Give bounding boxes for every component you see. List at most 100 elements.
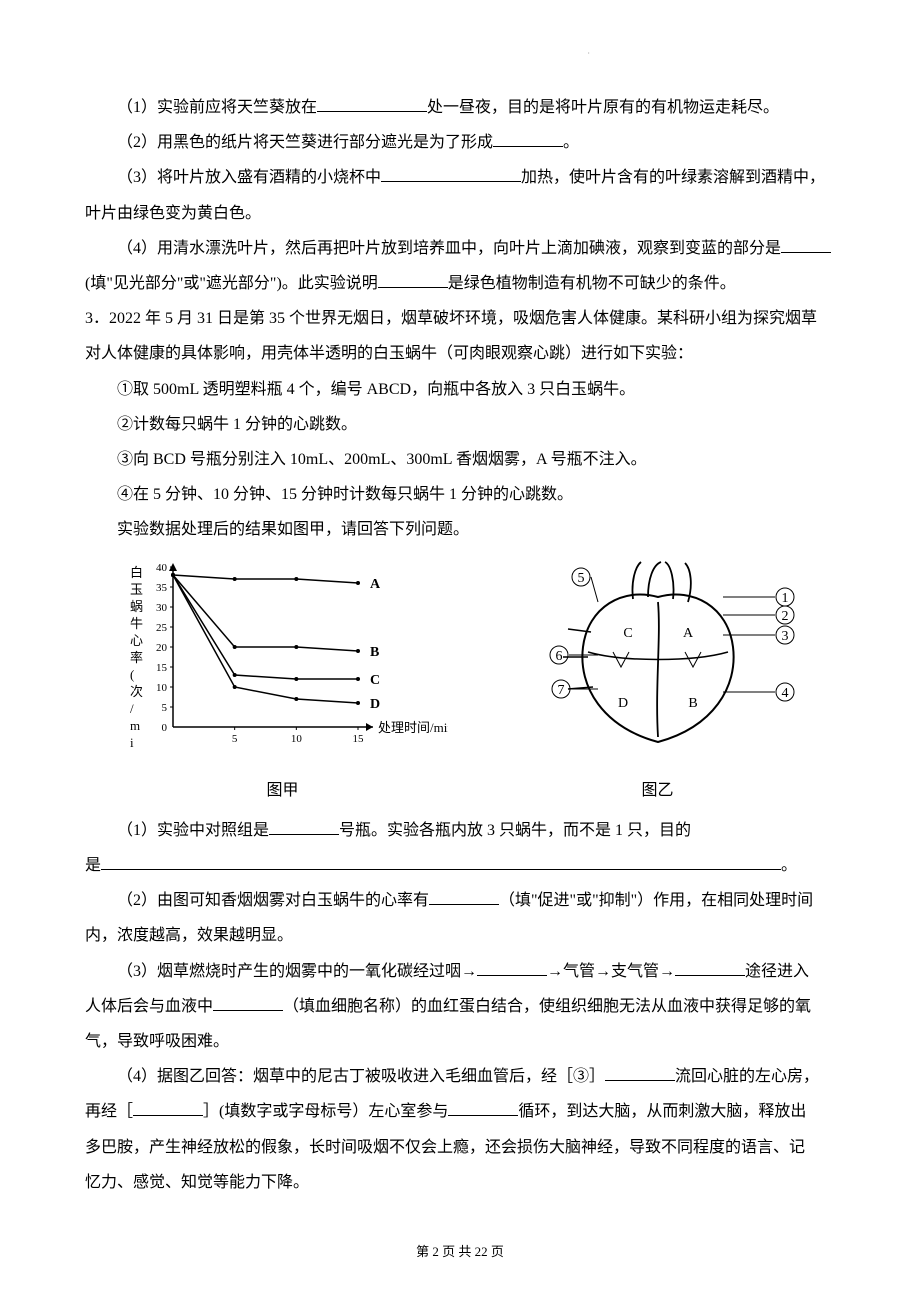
sq1-c: 是	[85, 857, 101, 874]
svg-text:牛: 牛	[130, 616, 143, 631]
svg-text:35: 35	[156, 582, 168, 594]
question-1-3-cont: 叶片由绿色变为黄白色。	[85, 196, 835, 231]
blank-sq3a	[477, 956, 547, 975]
svg-text:5: 5	[231, 733, 237, 745]
svg-text:D: D	[370, 697, 380, 712]
sq1-b: 号瓶。实验各瓶内放 3 只蜗牛，而不是 1 只，目的	[339, 822, 691, 839]
q4-text-c: 是绿色植物制造有机物不可缺少的条件。	[448, 275, 736, 292]
svg-text:0: 0	[161, 722, 167, 734]
svg-text:次: 次	[130, 684, 143, 699]
blank-1-1	[317, 93, 427, 112]
line-chart: 白玉蜗牛心率(次/min)510152025303540051015处理时间/m…	[118, 557, 448, 757]
figure-1-caption: 图甲	[118, 773, 448, 808]
svg-text:10: 10	[156, 682, 168, 694]
svg-text:蜗: 蜗	[130, 599, 143, 614]
svg-text:3: 3	[781, 629, 788, 644]
sub-q2-cont: 内，浓度越高，效果越明显。	[85, 918, 835, 953]
svg-text:5: 5	[577, 571, 584, 586]
sub-q3-cont: 人体后会与血液中 （填血细胞名称）的血红蛋白结合，使组织细胞无法从血液中获得足够的…	[85, 989, 835, 1024]
blank-1-2	[493, 128, 563, 147]
heart-diagram: 1234567ABCD	[513, 557, 803, 757]
sub-q4-cont: 再经［ ］(填数字或字母标号）左心室参与 循环，到达大脑，从而刺激大脑，释放出	[85, 1094, 835, 1129]
question-1-4-cont: (填"见光部分"或"遮光部分")。此实验说明 是绿色植物制造有机物不可缺少的条件。	[85, 266, 835, 301]
svg-text:10: 10	[290, 733, 302, 745]
sq1-a: （1）实验中对照组是	[117, 822, 269, 839]
svg-text:5: 5	[161, 702, 167, 714]
svg-text:15: 15	[352, 733, 364, 745]
q1-text-b: 处一昼夜，目的是将叶片原有的有机物运走耗尽。	[427, 99, 779, 116]
svg-text:40: 40	[156, 562, 168, 574]
svg-text:处理时间/min: 处理时间/min	[378, 720, 448, 735]
blank-1-4b	[378, 269, 448, 288]
svg-text:20: 20	[156, 642, 168, 654]
svg-text:7: 7	[557, 683, 564, 698]
blank-sq3b	[675, 956, 745, 975]
sq3-d: 人体后会与血液中	[85, 998, 213, 1015]
svg-text:30: 30	[156, 602, 168, 614]
blank-sq2	[429, 886, 499, 905]
blank-sq4b	[133, 1097, 203, 1116]
svg-text:2: 2	[781, 609, 788, 624]
figures-row: 白玉蜗牛心率(次/min)510152025303540051015处理时间/m…	[85, 557, 835, 807]
blank-1-3	[381, 163, 521, 182]
svg-text:A: A	[682, 626, 693, 641]
sq3-c: 途径进入	[745, 963, 809, 980]
svg-text:25: 25	[156, 622, 168, 634]
blank-sq1a	[269, 816, 339, 835]
blank-sq3c	[213, 992, 283, 1011]
q4-text-a: （4）用清水漂洗叶片，然后再把叶片放到培养皿中，向叶片上滴加碘液，观察到变蓝的部…	[117, 240, 781, 257]
q4-text-b: (填"见光部分"或"遮光部分")。此实验说明	[85, 275, 378, 292]
sq2-b: （填"促进"或"抑制"）作用，在相同处理时间	[499, 892, 813, 909]
sq4-b: 流回心脏的左心房，	[675, 1068, 819, 1085]
page-footer: 第 2 页 共 22 页	[0, 1238, 920, 1267]
sq4-e: 循环，到达大脑，从而刺激大脑，释放出	[518, 1103, 806, 1120]
svg-text:6: 6	[555, 649, 562, 664]
svg-text:A: A	[370, 577, 381, 592]
sub-q1: （1）实验中对照组是 号瓶。实验各瓶内放 3 只蜗牛，而不是 1 只，目的	[85, 813, 835, 848]
sub-q4: （4）据图乙回答：烟草中的尼古丁被吸收进入毛细血管后，经［③］ 流回心脏的左心房，	[85, 1059, 835, 1094]
svg-text:(: (	[130, 667, 134, 682]
figure-2-caption: 图乙	[513, 773, 803, 808]
svg-text:玉: 玉	[130, 582, 143, 597]
blank-sq4a	[605, 1062, 675, 1081]
svg-text:D: D	[617, 696, 627, 711]
svg-text:率: 率	[130, 650, 143, 665]
q2-text-a: （2）用黑色的纸片将天竺葵进行部分遮光是为了形成	[117, 134, 493, 151]
step-2: ②计数每只蜗牛 1 分钟的心跳数。	[85, 407, 835, 442]
sq3-b: →气管→支气管→	[547, 963, 675, 980]
sq4-a: （4）据图乙回答：烟草中的尼古丁被吸收进入毛细血管后，经［③］	[117, 1068, 605, 1085]
sub-q3-cont2: 气，导致呼吸困难。	[85, 1024, 835, 1059]
svg-text:15: 15	[156, 662, 168, 674]
question-1-1: （1）实验前应将天竺葵放在 处一昼夜，目的是将叶片原有的有机物运走耗尽。	[85, 90, 835, 125]
svg-text:B: B	[688, 696, 697, 711]
figure-chart-box: 白玉蜗牛心率(次/min)510152025303540051015处理时间/m…	[118, 557, 448, 807]
svg-text:C: C	[370, 673, 380, 688]
header-mark: ·	[587, 45, 590, 63]
svg-text:B: B	[370, 645, 379, 660]
figure-heart-box: 1234567ABCD 图乙	[513, 557, 803, 807]
svg-text:m: m	[130, 718, 140, 733]
svg-text:i: i	[130, 735, 134, 750]
svg-text:白: 白	[130, 565, 143, 580]
question-3-intro-a: 3．2022 年 5 月 31 日是第 35 个世界无烟日，烟草破坏环境，吸烟危…	[85, 301, 835, 336]
svg-text:/: /	[130, 701, 134, 716]
sq3-a: （3）烟草燃烧时产生的烟雾中的一氧化碳经过咽→	[117, 963, 477, 980]
sub-q4-cont3: 忆力、感觉、知觉等能力下降。	[85, 1165, 835, 1200]
result-text: 实验数据处理后的结果如图甲，请回答下列问题。	[85, 512, 835, 547]
question-1-2: （2）用黑色的纸片将天竺葵进行部分遮光是为了形成。	[85, 125, 835, 160]
svg-text:n: n	[130, 752, 137, 757]
blank-sq4c	[448, 1097, 518, 1116]
sub-q1-cont: 是。	[85, 848, 835, 883]
step-1: ①取 500mL 透明塑料瓶 4 个，编号 ABCD，向瓶中各放入 3 只白玉蜗…	[85, 372, 835, 407]
question-1-4: （4）用清水漂洗叶片，然后再把叶片放到培养皿中，向叶片上滴加碘液，观察到变蓝的部…	[85, 231, 835, 266]
sq4-c: 再经［	[85, 1103, 133, 1120]
sq4-d: ］(填数字或字母标号）左心室参与	[203, 1103, 448, 1120]
sq3-e: （填血细胞名称）的血红蛋白结合，使组织细胞无法从血液中获得足够的氧	[283, 998, 811, 1015]
question-3-intro-b: 对人体健康的具体影响，用壳体半透明的白玉蜗牛（可肉眼观察心跳）进行如下实验：	[85, 336, 835, 371]
sq2-a: （2）由图可知香烟烟雾对白玉蜗牛的心率有	[117, 892, 429, 909]
svg-text:C: C	[623, 626, 632, 641]
sub-q4-cont2: 多巴胺，产生神经放松的假象，长时间吸烟不仅会上瘾，还会损伤大脑神经，导致不同程度…	[85, 1130, 835, 1165]
q1-text-a: （1）实验前应将天竺葵放在	[117, 99, 317, 116]
step-4: ④在 5 分钟、10 分钟、15 分钟时计数每只蜗牛 1 分钟的心跳数。	[85, 477, 835, 512]
sq1-d: 。	[781, 857, 797, 874]
